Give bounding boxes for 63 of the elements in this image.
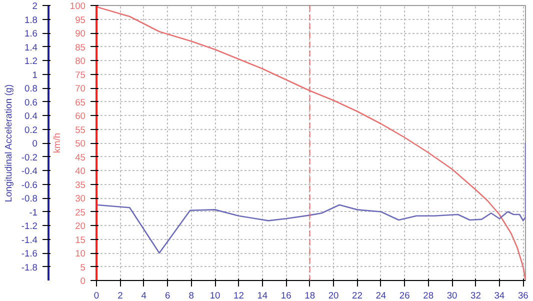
x-tick-label: 20 bbox=[328, 290, 339, 300]
x-tick-label: 4 bbox=[141, 290, 147, 300]
y2-tick-label: 0.6 bbox=[24, 97, 38, 108]
x-tick-label: 26 bbox=[399, 290, 410, 300]
y-tick-label: 95 bbox=[75, 14, 86, 25]
y-tick-label: 80 bbox=[75, 56, 86, 66]
y-tick-label: 15 bbox=[75, 234, 86, 245]
y2-tick-label: -0.6 bbox=[21, 180, 38, 190]
y2-tick-label: 0 bbox=[32, 138, 38, 148]
y2-tick-label: 0.8 bbox=[24, 84, 38, 94]
y-tick-label: 75 bbox=[75, 70, 86, 80]
y-axis-title: km/h bbox=[52, 132, 62, 154]
y2-tick-label: -1.2 bbox=[21, 221, 38, 231]
y-tick-label: 0 bbox=[80, 276, 86, 286]
y-tick-label: 100 bbox=[70, 1, 86, 11]
y2-tick-label: 0.2 bbox=[24, 124, 38, 135]
y-tick-label: 40 bbox=[75, 166, 86, 176]
y-tick-label: 20 bbox=[75, 221, 86, 231]
x-tick-label: 10 bbox=[210, 290, 220, 300]
y-tick-label: 25 bbox=[75, 207, 86, 218]
line-series bbox=[96, 142, 526, 254]
y-tick-label: 45 bbox=[75, 152, 86, 162]
x-tick-label: 34 bbox=[494, 290, 505, 300]
x-tick-label: 32 bbox=[470, 290, 481, 300]
x-tick-label: 22 bbox=[352, 290, 362, 300]
y-tick-label: 60 bbox=[75, 111, 86, 121]
x-tick-label: 12 bbox=[234, 290, 244, 300]
y2-tick-label: -1 bbox=[29, 207, 38, 218]
y2-tick-label: -0.2 bbox=[21, 152, 38, 162]
y2-tick-label: -0.4 bbox=[21, 166, 38, 176]
y2-tick-label: 1.6 bbox=[24, 28, 38, 38]
y-tick-label: 85 bbox=[75, 42, 86, 52]
y-tick-label: 5 bbox=[80, 262, 86, 272]
x-tick-label: 0 bbox=[94, 290, 100, 300]
y2-tick-label: -1.6 bbox=[21, 248, 38, 258]
y-tick-label: 70 bbox=[75, 84, 86, 94]
x-tick-label: 8 bbox=[188, 290, 194, 300]
y-tick-label: 10 bbox=[75, 248, 86, 258]
y-tick-label: 65 bbox=[75, 97, 86, 108]
y-tick-label: 50 bbox=[75, 138, 86, 148]
y2-tick-label: 1.8 bbox=[24, 14, 38, 25]
x-tick-label: 24 bbox=[376, 290, 386, 300]
y-tick-label: 35 bbox=[75, 180, 86, 190]
x-tick-label: 2 bbox=[118, 290, 123, 300]
y2-axis-title: Longitudinal Acceleration (g) bbox=[3, 84, 14, 202]
x-tick-label: 6 bbox=[165, 290, 170, 300]
y2-tick-label: 2 bbox=[32, 1, 38, 11]
y-tick-label: 90 bbox=[75, 28, 86, 38]
y-tick-label: 30 bbox=[75, 194, 86, 204]
y2-tick-label: 1 bbox=[32, 70, 38, 80]
x-tick-label: 18 bbox=[304, 290, 316, 300]
x-tick-label: 36 bbox=[518, 290, 528, 300]
y2-tick-label: -1.8 bbox=[21, 262, 38, 272]
x-tick-label: 14 bbox=[257, 290, 268, 300]
x-tick-label: 30 bbox=[446, 290, 458, 300]
y2-tick-label: 1.4 bbox=[24, 42, 38, 52]
y2-tick-label: 1.2 bbox=[24, 56, 38, 66]
y-tick-label: 55 bbox=[75, 124, 86, 135]
y2-tick-label: -0.8 bbox=[21, 194, 38, 204]
y2-tick-label: 0.4 bbox=[24, 111, 38, 121]
x-tick-label: 28 bbox=[423, 290, 434, 300]
y2-tick-label: -1.4 bbox=[21, 234, 38, 245]
x-tick-label: 16 bbox=[280, 290, 292, 300]
